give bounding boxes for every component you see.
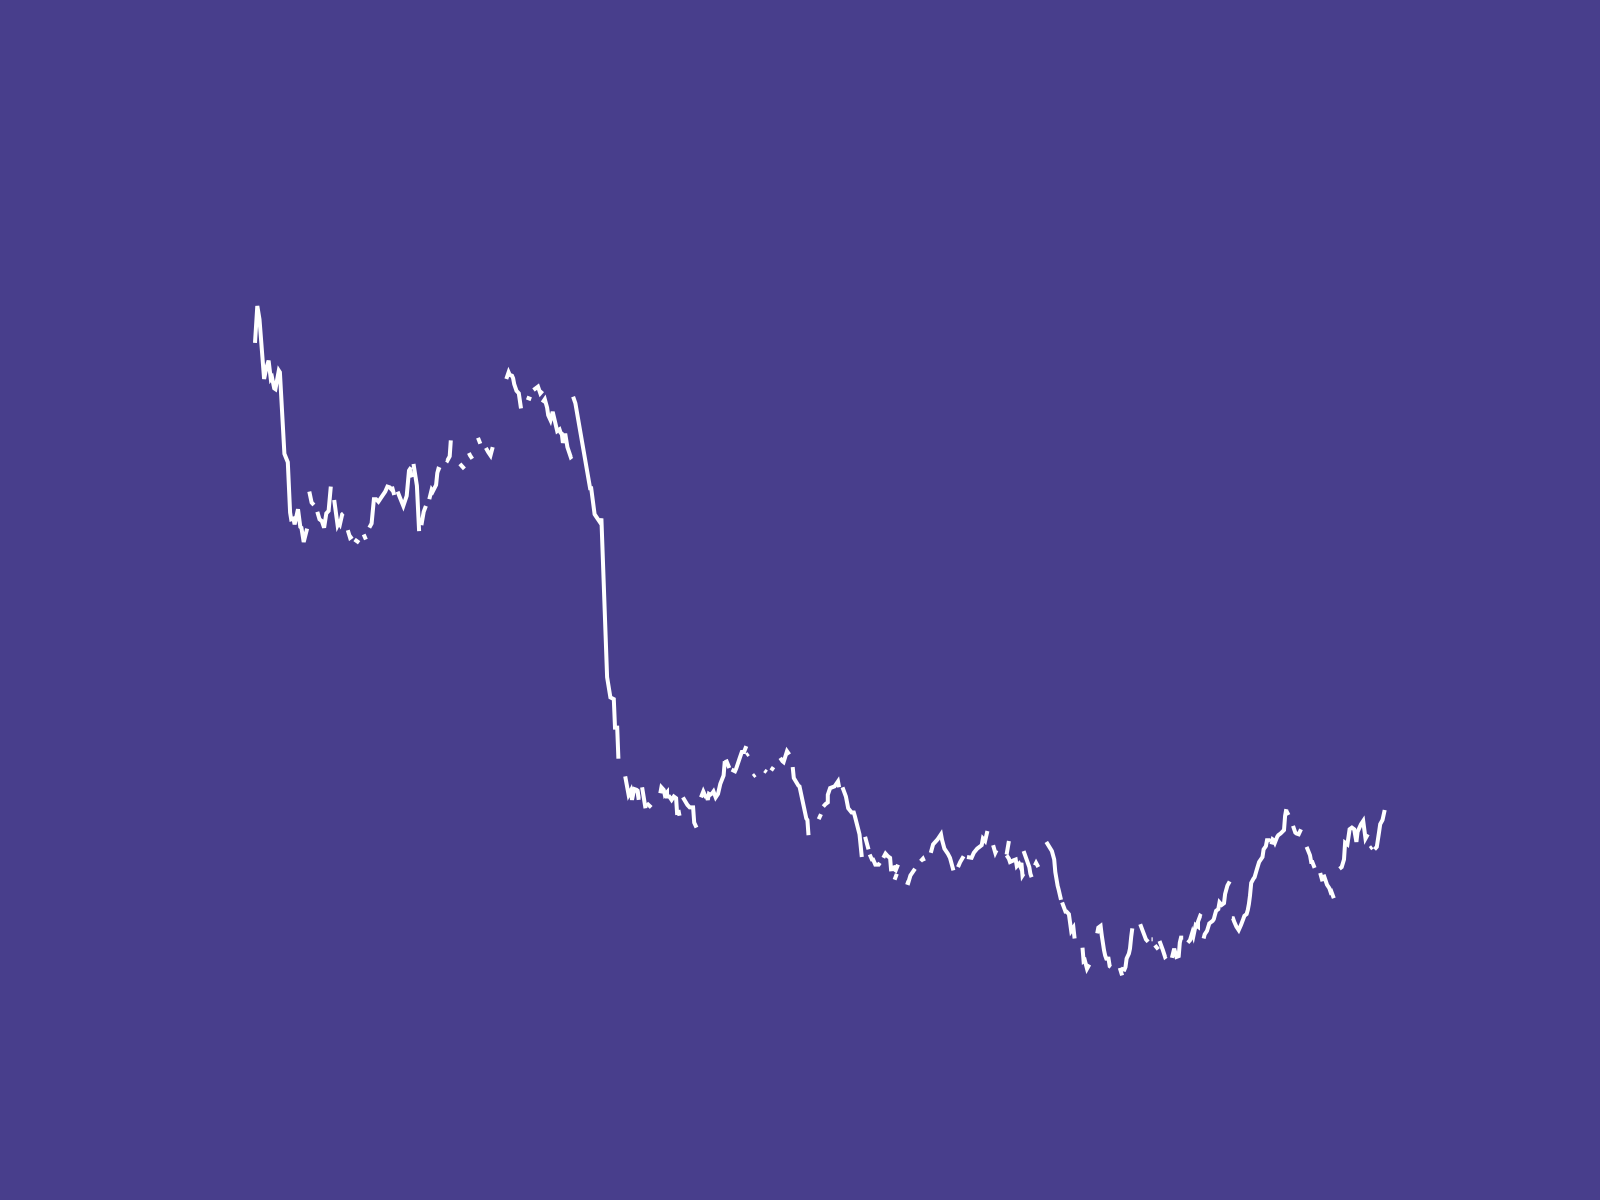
line-segment — [645, 801, 653, 809]
line-segment — [1368, 845, 1374, 851]
line-segment — [390, 486, 397, 496]
line-segment — [816, 813, 823, 821]
line-segment — [395, 466, 413, 512]
line-segment — [504, 366, 523, 409]
line-segment — [1080, 947, 1092, 975]
line-segment — [540, 394, 574, 461]
line-segment — [1291, 825, 1303, 837]
line-segment — [1120, 928, 1135, 972]
line-segment — [928, 829, 956, 871]
line-segment — [1201, 880, 1232, 940]
line-segment — [1284, 809, 1291, 816]
line-segment — [1153, 943, 1160, 951]
line-segment — [476, 437, 483, 445]
line-segment — [1157, 940, 1168, 961]
line-segment — [745, 752, 750, 758]
line-segment — [1021, 850, 1034, 878]
line-segment — [1033, 858, 1041, 869]
line-segment — [881, 850, 894, 872]
line-segment — [315, 486, 333, 529]
line-segment — [919, 855, 926, 863]
line-segment — [1169, 935, 1184, 960]
line-segment — [1004, 840, 1011, 855]
line-segment — [532, 383, 545, 398]
line-segment — [1186, 912, 1203, 945]
line-segment — [790, 766, 811, 836]
line-segment — [307, 491, 316, 507]
line-segment — [867, 853, 882, 867]
line-segment — [445, 440, 453, 464]
line-segment — [361, 533, 368, 541]
line-segment — [905, 867, 917, 886]
line-segment — [991, 844, 999, 859]
line-segment — [1338, 815, 1370, 871]
line-segment — [778, 746, 791, 766]
line-segment — [681, 796, 699, 829]
line-segment — [763, 768, 768, 774]
line-segment — [1328, 888, 1336, 899]
line-segment — [730, 745, 749, 775]
line-segment — [484, 446, 495, 461]
line-segment — [1044, 840, 1063, 901]
line-segment — [367, 484, 395, 529]
line-segment — [966, 830, 990, 861]
line-segment — [1304, 846, 1317, 869]
line-segment — [411, 463, 422, 532]
line-segment — [769, 765, 776, 772]
line-segment — [1060, 901, 1077, 939]
line-segment — [353, 537, 361, 545]
line-segment — [892, 873, 899, 881]
line-segment — [1095, 922, 1112, 969]
line-segment — [1318, 872, 1325, 882]
line-segment — [658, 783, 680, 816]
line-segment — [724, 758, 732, 769]
line-segment — [751, 773, 757, 778]
line-segment — [632, 787, 641, 801]
line-segment — [699, 761, 727, 802]
line-segment — [640, 786, 648, 809]
line-segment — [427, 466, 442, 500]
line-segment — [458, 462, 466, 471]
line-segment — [571, 396, 621, 759]
line-segment — [345, 529, 354, 542]
line-segment — [1117, 967, 1125, 976]
line-segment — [676, 809, 682, 817]
line-segment — [419, 505, 428, 526]
line-segment — [863, 836, 871, 850]
line-segment — [525, 395, 532, 402]
line-segment — [1269, 808, 1289, 848]
line-segment — [891, 863, 900, 874]
line-segment — [821, 776, 842, 808]
line-segment — [332, 499, 345, 533]
line-segment — [1373, 809, 1387, 851]
line-segment — [1231, 838, 1272, 935]
series-line — [253, 305, 1387, 976]
line-segment — [956, 855, 966, 868]
line-segment — [253, 305, 310, 543]
line-segment — [1138, 923, 1150, 944]
line-segment — [467, 452, 474, 460]
line-segment — [840, 786, 864, 858]
line-segment — [1004, 854, 1026, 882]
line-segment — [408, 469, 415, 478]
